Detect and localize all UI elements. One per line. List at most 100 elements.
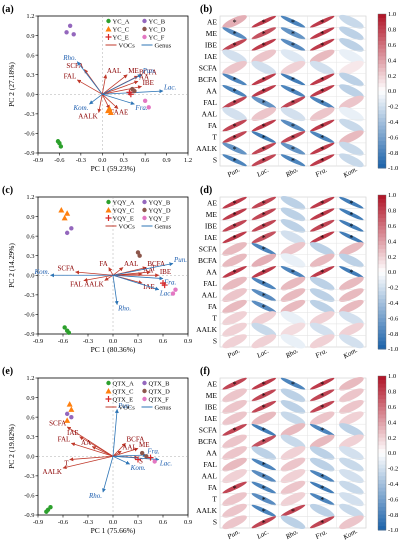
colorbar-tick-label: 0.6 [388, 42, 397, 49]
significance-star: * [233, 222, 237, 231]
pca-biplot-e: -0.9 -0.6 -0.3 0.0 0.3 0.6 0.9 -0.9 -0.6 -0.3 0.0 0… [7, 375, 192, 535]
significance-star: * [262, 303, 266, 312]
correlation-ellipse [339, 434, 364, 449]
heatmap-cell [336, 154, 367, 167]
correlation-ellipse [339, 84, 364, 98]
correlation-ellipse [339, 276, 364, 291]
colorbar-tick-label: 1.0 [388, 11, 396, 18]
correlation-ellipse [251, 73, 277, 86]
colorbar-segment [378, 341, 386, 346]
sample-point [105, 107, 111, 114]
significance-star: * [320, 30, 324, 39]
genus-label: Lac. [159, 290, 173, 298]
correlation-ellipse [251, 196, 277, 209]
legend-marker [142, 380, 147, 386]
correlation-ellipse [339, 299, 364, 314]
correlation-ellipse [222, 107, 247, 122]
voc-arrow [102, 80, 139, 95]
legend-label: YQY_E [113, 215, 134, 222]
heatmap-row-label: S [213, 337, 217, 346]
colorbar-segment [378, 233, 386, 238]
colorbar-tick-label: 0.8 [388, 389, 396, 396]
correlation-ellipse [251, 107, 277, 121]
sample-point [144, 454, 149, 459]
correlation-ellipse [339, 141, 364, 156]
significance-star: * [262, 18, 266, 27]
correlation-ellipse [280, 219, 306, 233]
colorbar-tick-label: -0.8 [388, 331, 398, 338]
sample-point [55, 139, 61, 144]
correlation-ellipse [222, 219, 247, 232]
voc-label: T [64, 460, 69, 468]
correlation-ellipse [309, 322, 335, 337]
significance-star: * [262, 199, 266, 208]
legend-label: YC_D [149, 26, 166, 33]
colorbar-segment [378, 252, 386, 258]
colorbar-segment [378, 510, 386, 516]
genus-label: Fra. [163, 279, 177, 287]
colorbar-segment [378, 67, 386, 73]
colorbar-segment [378, 156, 386, 161]
correlation-ellipse [280, 515, 306, 530]
correlation-ellipse [251, 38, 277, 51]
significance-star: * [233, 156, 237, 165]
significance-star: * [262, 245, 266, 254]
significance-star: * [262, 99, 266, 108]
colorbar-segment [378, 14, 386, 19]
correlation-ellipse [309, 219, 335, 232]
correlation-ellipse [339, 95, 364, 110]
correlation-ellipse [280, 377, 306, 390]
colorbar-frame [377, 13, 387, 169]
heatmap-row-label: BCFA [198, 256, 218, 265]
correlation-ellipse [251, 242, 277, 255]
colorbar-segment [378, 487, 386, 492]
correlation-ellipse [309, 288, 335, 302]
y-tick-label: 0.0 [26, 91, 34, 98]
significance-star: * [320, 392, 324, 401]
genus-arrow [76, 61, 103, 95]
correlation-ellipse [222, 481, 247, 494]
correlation-ellipse [222, 196, 247, 209]
significance-star: * [262, 380, 266, 389]
heatmap-col-label: Rho. [283, 527, 299, 541]
correlation-ellipse [309, 503, 335, 518]
colorbar-segment [378, 206, 386, 211]
colorbar-tick-label: -0.4 [388, 300, 399, 307]
colorbar-segment [378, 25, 386, 30]
legend-label: Genus [155, 42, 172, 49]
y-tick-label: 0.9 [26, 214, 34, 221]
significance-star: * [233, 211, 237, 220]
colorbar-segment [378, 322, 386, 327]
colorbar-segment [378, 106, 386, 111]
y-axis-label: PC 2 (14.29%) [7, 243, 16, 288]
heatmap-row-label: AE [207, 198, 217, 207]
colorbar-segment [378, 160, 386, 165]
voc-arrow [112, 450, 122, 457]
pca-biplot-a: -0.9 -0.6 -0.3 0.0 0.3 0.6 0.9 1.2 -0.9 -0.6 -0.3 0… [7, 13, 192, 173]
heatmap-row-label: AALK [196, 325, 217, 334]
voc-arrow [101, 74, 108, 95]
correlation-ellipse [251, 435, 277, 448]
voc-arrow [83, 274, 114, 282]
voc-label: AALK [43, 468, 62, 476]
legend-label: VOCs [119, 223, 136, 230]
panel-label-b: (b) [200, 4, 212, 15]
y-tick-label: -0.9 [24, 512, 34, 519]
genus-arrow [112, 275, 119, 306]
voc-arrow [75, 270, 114, 276]
voc-label: FAL [58, 436, 71, 444]
significance-star: * [320, 156, 324, 165]
legend-marker [106, 18, 111, 24]
legend-label: YC_A [113, 18, 130, 25]
correlation-ellipse [309, 96, 335, 109]
correlation-ellipse [309, 60, 335, 75]
heatmap-row-label: IAE [205, 233, 218, 242]
heatmap-col-label: Pun. [225, 527, 241, 541]
heatmap-row-label: AE [207, 17, 217, 26]
colorbar-segment [378, 264, 386, 269]
colorbar-segment [378, 29, 386, 34]
correlation-ellipse [309, 196, 335, 209]
correlation-ellipse [309, 516, 335, 529]
significance-star: * [262, 30, 266, 39]
significance-star: * [262, 461, 266, 470]
